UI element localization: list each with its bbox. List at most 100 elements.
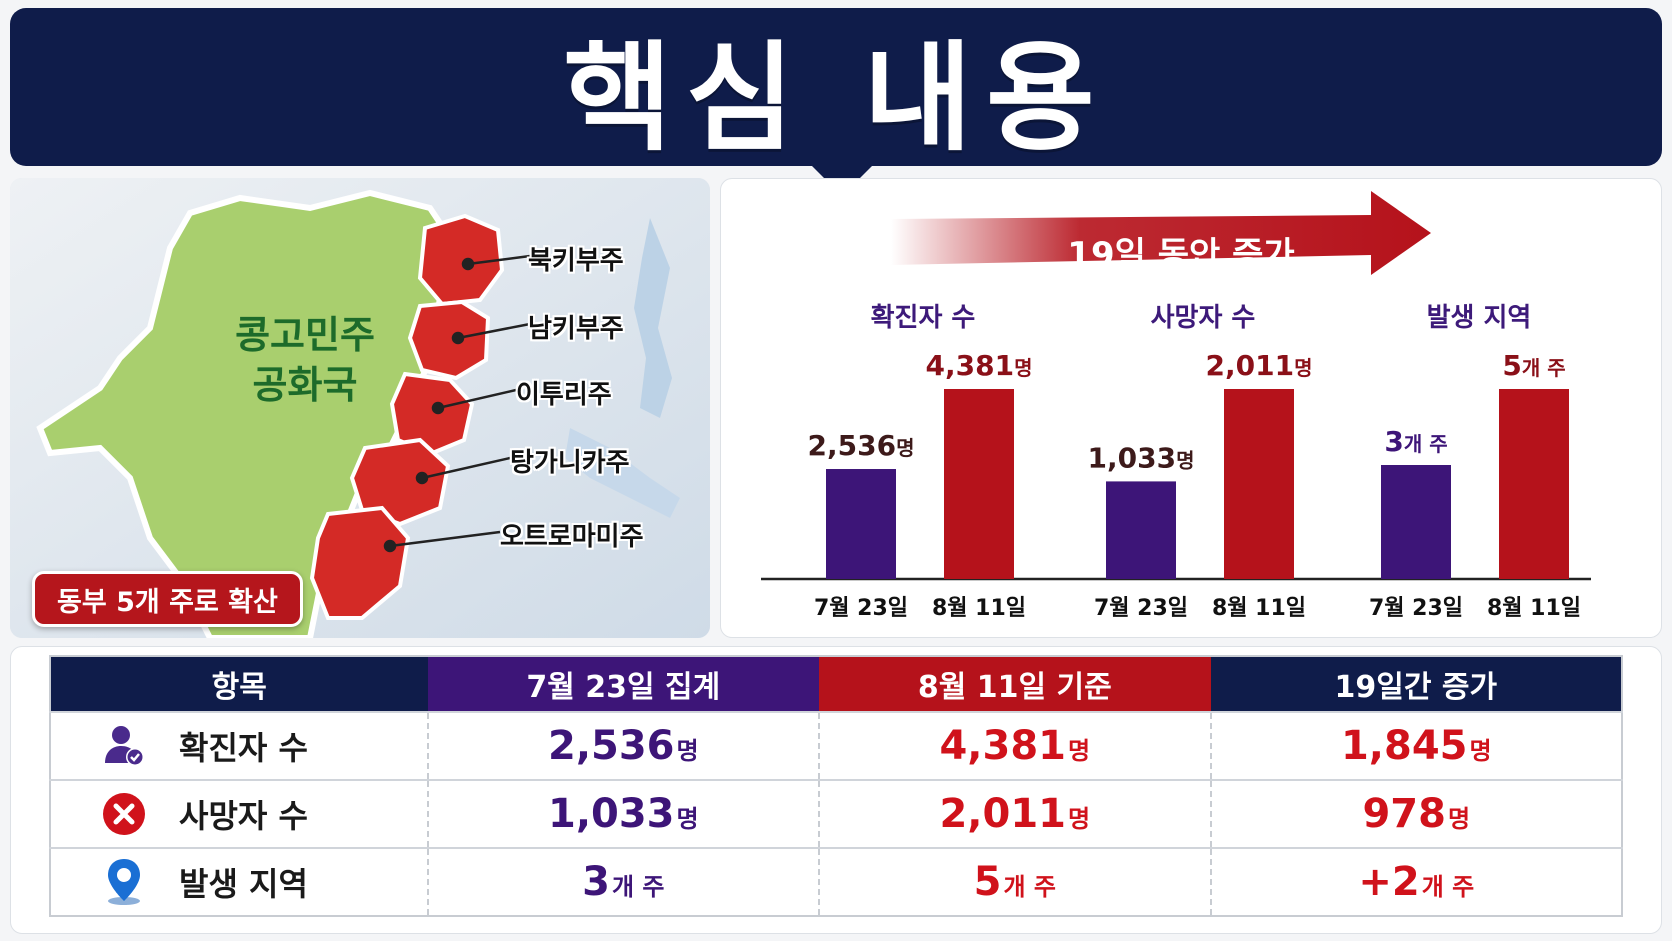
cell-aug: 2,011명 — [818, 779, 1211, 848]
province-shape — [389, 371, 475, 457]
x-tick-label: 8월 11일 — [932, 596, 1026, 621]
cell-jul: 3개 주 — [426, 847, 820, 916]
leader-dot — [461, 257, 475, 271]
bar-value-label: 2,536명 — [808, 429, 915, 462]
value: 1,845 — [1340, 723, 1468, 769]
x-tick-label: 7월 23일 — [1369, 596, 1463, 621]
x-tick-label: 8월 11일 — [1487, 596, 1581, 621]
province-shape — [349, 437, 451, 527]
province-label-haut-lomami: 오트로마미주 — [500, 522, 644, 552]
unit: 명 — [676, 805, 699, 833]
bar-jul — [1106, 481, 1176, 579]
chart-panel: 2,536명 7월 23일 4,381명 8월 11일 1,033명 7월 23일 2,01… — [720, 178, 1662, 638]
group-label-regions: 발생 지역 — [1426, 303, 1532, 333]
x-circle-icon — [97, 787, 151, 841]
summary-table-panel: 항목 7월 23일 집계 8월 11일 기준 19일간 증가 — [10, 646, 1662, 934]
bar-value-label: 4,381명 — [926, 349, 1033, 382]
bar-aug — [1499, 389, 1569, 579]
province-label-south-kivu: 남키부주 — [528, 314, 624, 344]
header-aug: 8월 11일 기준 — [819, 656, 1211, 712]
bar-jul — [1381, 465, 1451, 579]
cell-increase: 1,845명 — [1209, 711, 1622, 780]
value: 2,536 — [547, 723, 675, 769]
unit: 명 — [1068, 805, 1091, 833]
header-increase: 19일간 증가 — [1210, 656, 1622, 712]
table-header-row: 항목 7월 23일 집계 8월 11일 기준 19일간 증가 — [50, 656, 1622, 712]
leader-dot — [415, 471, 429, 485]
map-panel: 콩고민주 공화국 북키부주 남키부주 이투리주 탕가니카주 오트로마미주 동부 … — [10, 178, 710, 638]
country-label: 콩고민주 공화국 — [200, 310, 410, 410]
bar-aug — [944, 389, 1014, 579]
congo-map — [10, 178, 710, 638]
unit: 개 주 — [1003, 873, 1056, 901]
header-banner: 핵심 내용 — [10, 8, 1662, 167]
table-row: 발생 지역 3개 주 5개 주 +2개 주 — [50, 847, 1622, 916]
value: 1,033 — [547, 791, 675, 837]
unit: 개 주 — [1421, 873, 1475, 901]
row-item-cell: 확진자 수 — [50, 711, 428, 780]
table-row: 확진자 수 2,536명 4,381명 1,845명 — [50, 711, 1622, 780]
leader-line — [437, 388, 517, 410]
value: 5 — [973, 859, 1002, 905]
leader-line — [389, 530, 501, 548]
row-label: 확진자 수 — [179, 729, 308, 767]
trend-arrow — [891, 191, 1431, 275]
bar-value-label: 1,033명 — [1088, 441, 1195, 474]
value: 2,011 — [939, 791, 1066, 837]
summary-table: 항목 7월 23일 집계 8월 11일 기준 19일간 증가 — [49, 655, 1623, 917]
bar-value-label: 3개 주 — [1384, 425, 1447, 458]
bar-aug — [1224, 389, 1294, 579]
bar-jul — [826, 469, 896, 579]
table-row: 사망자 수 1,033명 2,011명 978명 — [50, 779, 1622, 848]
cell-increase: 978명 — [1209, 779, 1622, 848]
province-shape — [309, 505, 411, 620]
province-shape — [417, 213, 505, 307]
cell-aug: 4,381명 — [818, 711, 1211, 780]
value: 4,381 — [939, 723, 1066, 769]
lake-shape — [565, 428, 680, 518]
lake-shape — [634, 218, 672, 418]
cell-increase: +2개 주 — [1209, 847, 1622, 916]
leader-dot — [451, 331, 465, 345]
leader-line — [467, 254, 531, 266]
bar-chart: 2,536명 7월 23일 4,381명 8월 11일 1,033명 7월 23일 2,01… — [761, 191, 1591, 621]
unit: 개 주 — [611, 873, 665, 901]
unit: 명 — [1447, 805, 1471, 833]
cell-jul: 1,033명 — [426, 779, 820, 848]
value: +2 — [1358, 859, 1420, 905]
trend-label: 19일 동안 증가 — [1067, 235, 1295, 275]
province-label-north-kivu: 북키부주 — [528, 246, 624, 276]
x-tick-label: 7월 23일 — [1094, 596, 1188, 621]
location-pin-icon — [97, 855, 151, 909]
bar-value-label: 2,011명 — [1206, 349, 1313, 382]
group-label-cases: 확진자 수 — [870, 303, 976, 333]
unit: 명 — [1068, 737, 1091, 765]
group-label-deaths: 사망자 수 — [1150, 303, 1256, 333]
leader-dot — [383, 539, 397, 553]
x-tick-label: 7월 23일 — [814, 596, 908, 621]
bar-value-label: 5개 주 — [1502, 349, 1565, 382]
leader-dot — [431, 401, 445, 415]
value: 978 — [1362, 791, 1446, 837]
value: 3 — [582, 859, 610, 905]
header-jul: 7월 23일 집계 — [427, 656, 820, 712]
country-label-line2: 공화국 — [252, 363, 358, 407]
province-label-ituri: 이투리주 — [516, 380, 612, 410]
province-shape — [407, 299, 491, 381]
leader-line — [457, 322, 531, 340]
x-tick-label: 8월 11일 — [1212, 596, 1306, 621]
person-check-icon — [97, 719, 151, 773]
country-label-line1: 콩고민주 — [235, 313, 375, 357]
header-item: 항목 — [50, 656, 428, 712]
spread-badge: 동부 5개 주로 확산 — [32, 571, 303, 627]
unit: 명 — [676, 737, 699, 765]
cell-jul: 2,536명 — [426, 711, 820, 780]
province-label-tanganyika: 탕가니카주 — [510, 448, 630, 478]
row-label: 발생 지역 — [179, 865, 308, 903]
unit: 명 — [1469, 737, 1492, 765]
row-label: 사망자 수 — [179, 797, 308, 835]
cell-aug: 5개 주 — [818, 847, 1211, 916]
page-title: 핵심 내용 — [563, 28, 1109, 167]
row-item-cell: 사망자 수 — [50, 779, 428, 848]
leader-line — [421, 456, 511, 480]
